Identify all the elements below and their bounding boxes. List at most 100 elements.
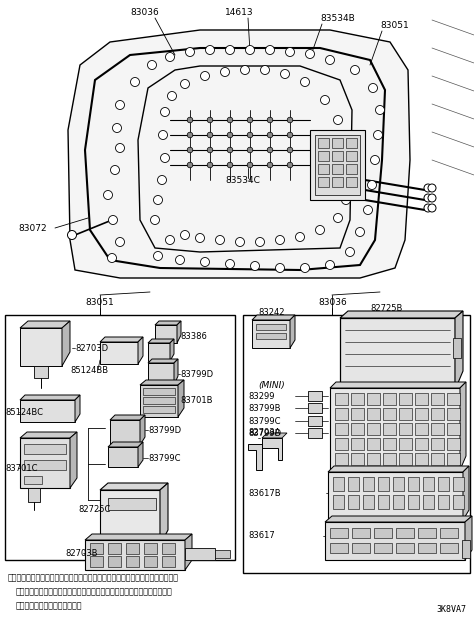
Bar: [330, 528, 348, 538]
Bar: [332, 177, 343, 187]
Circle shape: [240, 66, 249, 75]
Polygon shape: [68, 30, 410, 278]
Circle shape: [267, 132, 273, 138]
Bar: [415, 393, 428, 405]
Bar: [367, 438, 380, 450]
Bar: [308, 428, 322, 438]
Bar: [308, 391, 322, 401]
Circle shape: [275, 263, 284, 273]
Bar: [415, 408, 428, 420]
Bar: [423, 477, 434, 491]
Circle shape: [167, 91, 176, 101]
Bar: [143, 388, 175, 395]
Polygon shape: [325, 516, 472, 522]
Circle shape: [116, 237, 125, 247]
Circle shape: [227, 132, 233, 138]
Circle shape: [207, 132, 213, 138]
Bar: [24, 476, 42, 484]
Bar: [20, 438, 70, 488]
Polygon shape: [20, 321, 70, 328]
Bar: [346, 164, 357, 174]
Bar: [126, 543, 139, 554]
Text: ・外装ランプ本体に接続するコネクタの補用品部番をこのグループの最終: ・外装ランプ本体に接続するコネクタの補用品部番をこのグループの最終: [16, 588, 173, 596]
Bar: [108, 556, 121, 567]
Text: 83799D: 83799D: [248, 428, 281, 438]
Polygon shape: [20, 432, 77, 438]
Bar: [100, 342, 138, 364]
Circle shape: [165, 53, 174, 62]
Text: 3K8VA7: 3K8VA7: [436, 606, 466, 614]
Text: 83799D: 83799D: [180, 370, 213, 378]
Bar: [308, 416, 322, 426]
Polygon shape: [248, 444, 262, 470]
Bar: [431, 393, 444, 405]
Polygon shape: [138, 337, 143, 364]
Circle shape: [158, 130, 167, 140]
Bar: [351, 453, 364, 465]
Polygon shape: [290, 315, 295, 348]
Bar: [363, 495, 374, 509]
Polygon shape: [108, 442, 143, 447]
Circle shape: [250, 261, 259, 271]
Polygon shape: [455, 311, 463, 390]
Circle shape: [181, 80, 190, 88]
Bar: [367, 453, 380, 465]
Bar: [185, 548, 215, 560]
Text: 82725C: 82725C: [78, 506, 110, 515]
Bar: [438, 477, 449, 491]
Bar: [352, 528, 370, 538]
Bar: [333, 495, 344, 509]
Text: 83701B: 83701B: [180, 396, 212, 405]
Bar: [399, 423, 412, 435]
Polygon shape: [460, 382, 466, 470]
Circle shape: [226, 260, 235, 268]
Bar: [351, 438, 364, 450]
Circle shape: [165, 235, 174, 245]
Bar: [162, 543, 175, 554]
Bar: [378, 495, 389, 509]
Bar: [325, 522, 465, 560]
Bar: [383, 408, 396, 420]
Bar: [363, 477, 374, 491]
Bar: [440, 528, 458, 538]
Circle shape: [337, 135, 346, 145]
Bar: [28, 488, 40, 502]
Bar: [447, 423, 460, 435]
Bar: [318, 151, 329, 161]
Text: 82703B: 82703B: [65, 549, 98, 557]
Polygon shape: [85, 534, 192, 540]
Circle shape: [247, 162, 253, 168]
Circle shape: [110, 166, 119, 174]
Bar: [256, 333, 286, 339]
Bar: [140, 385, 178, 417]
Text: 82703A: 82703A: [248, 428, 281, 436]
Text: 83617: 83617: [248, 531, 275, 541]
Circle shape: [306, 49, 315, 59]
Circle shape: [175, 255, 184, 265]
Text: 83386: 83386: [180, 331, 207, 341]
Bar: [108, 447, 138, 467]
Circle shape: [316, 226, 325, 234]
Circle shape: [341, 195, 350, 205]
Polygon shape: [70, 432, 77, 488]
Bar: [453, 338, 461, 358]
Circle shape: [116, 101, 125, 109]
Polygon shape: [174, 359, 178, 385]
Bar: [335, 393, 348, 405]
Circle shape: [424, 184, 432, 192]
Bar: [418, 528, 436, 538]
Polygon shape: [100, 337, 143, 342]
Bar: [108, 543, 121, 554]
Polygon shape: [262, 438, 282, 460]
Bar: [351, 423, 364, 435]
Circle shape: [334, 116, 343, 124]
Bar: [346, 177, 357, 187]
Bar: [453, 495, 464, 509]
Text: 14613: 14613: [225, 7, 254, 17]
Circle shape: [267, 147, 273, 153]
Bar: [374, 543, 392, 553]
Bar: [383, 393, 396, 405]
Circle shape: [185, 48, 194, 56]
Polygon shape: [100, 483, 168, 490]
Circle shape: [344, 176, 353, 185]
